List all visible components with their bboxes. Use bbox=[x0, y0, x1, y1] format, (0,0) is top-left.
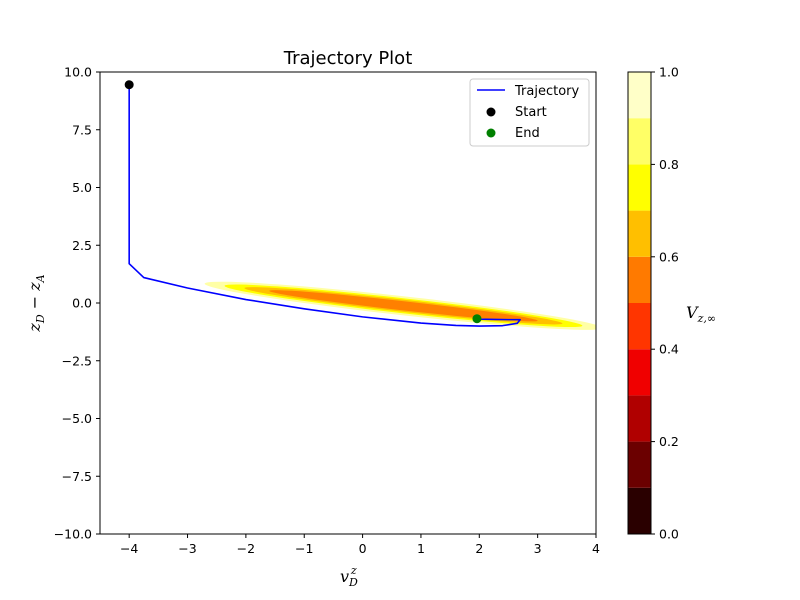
y-tick-label: −10.0 bbox=[54, 527, 92, 542]
legend: Trajectory Start End bbox=[469, 78, 590, 147]
contour-level-3 bbox=[269, 290, 538, 322]
y-tick-label: −7.5 bbox=[62, 469, 92, 484]
x-tick-label: −1 bbox=[295, 541, 313, 556]
y-tick-label: −2.5 bbox=[62, 353, 92, 368]
x-axis-label: vDz bbox=[340, 564, 358, 589]
plot-area: −4 −3 −2 −1 0 1 2 3 4 −10.0 −7.5 −5.0 −2.5 0.0 2.5 5.0… bbox=[54, 65, 600, 557]
x-axis-label-text: vDz bbox=[340, 564, 358, 589]
y-tick-label: 0.0 bbox=[72, 296, 92, 311]
colorbar-level-2 bbox=[628, 395, 651, 442]
x-tick-label: −3 bbox=[178, 541, 196, 556]
legend-item-end: End bbox=[486, 126, 540, 141]
colorbar-level-9 bbox=[628, 72, 651, 119]
y-axis: −10.0 −7.5 −5.0 −2.5 0.0 2.5 5.0 7.5 10.0 bbox=[54, 65, 100, 542]
start-point bbox=[124, 80, 134, 90]
x-tick-label: 4 bbox=[592, 541, 600, 556]
x-tick-label: −2 bbox=[237, 541, 255, 556]
x-tick-label: 0 bbox=[359, 541, 367, 556]
y-tick-label: 7.5 bbox=[72, 122, 92, 137]
colorbar-tick-label: 1.0 bbox=[659, 65, 679, 80]
legend-item-start: Start bbox=[486, 105, 547, 120]
y-tick-label: 5.0 bbox=[72, 180, 92, 195]
colorbar: 0.0 0.2 0.4 0.6 0.8 1.0 Vz,∞ bbox=[627, 65, 716, 542]
y-axis-label: zD − zA bbox=[25, 274, 47, 332]
colorbar-tick-label: 0.4 bbox=[659, 342, 679, 357]
legend-item-trajectory: Trajectory bbox=[477, 84, 579, 99]
chart-title: Trajectory Plot bbox=[283, 48, 413, 69]
colorbar-level-0 bbox=[628, 487, 651, 534]
y-axis-label-text: zD − zA bbox=[25, 274, 47, 332]
colorbar-level-5 bbox=[628, 256, 651, 303]
colorbar-level-6 bbox=[628, 210, 651, 257]
trajectory-line bbox=[128, 84, 521, 327]
colorbar-level-4 bbox=[628, 303, 651, 350]
legend-label: Start bbox=[515, 105, 547, 120]
colorbar-tick-label: 0.0 bbox=[659, 527, 679, 542]
x-tick-label: 3 bbox=[534, 541, 542, 556]
x-tick-label: 1 bbox=[417, 541, 425, 556]
end-point bbox=[472, 314, 482, 324]
x-tick-label: 2 bbox=[475, 541, 483, 556]
y-tick-label: −5.0 bbox=[62, 411, 92, 426]
legend-swatch bbox=[486, 128, 496, 138]
contour-band bbox=[204, 281, 596, 330]
legend-swatch bbox=[486, 107, 496, 117]
legend-label: Trajectory bbox=[514, 84, 579, 99]
x-axis: −4 −3 −2 −1 0 1 2 3 4 bbox=[120, 534, 600, 556]
colorbar-frame bbox=[627, 71, 652, 535]
x-tick-label: −4 bbox=[120, 541, 138, 556]
series-layer bbox=[124, 80, 521, 327]
colorbar-level-7 bbox=[628, 164, 651, 211]
y-tick-label: 10.0 bbox=[64, 65, 92, 80]
colorbar-tick-label: 0.8 bbox=[659, 157, 679, 172]
colorbar-tick-label: 0.2 bbox=[659, 434, 679, 449]
legend-label: End bbox=[515, 126, 540, 141]
colorbar-tick-label: 0.6 bbox=[659, 249, 679, 264]
colorbar-level-8 bbox=[628, 118, 651, 165]
y-tick-label: 2.5 bbox=[72, 238, 92, 253]
colorbar-label: Vz,∞ bbox=[686, 303, 716, 325]
colorbar-level-1 bbox=[628, 441, 651, 488]
legend-box bbox=[469, 78, 590, 147]
colorbar-level-3 bbox=[628, 349, 651, 396]
